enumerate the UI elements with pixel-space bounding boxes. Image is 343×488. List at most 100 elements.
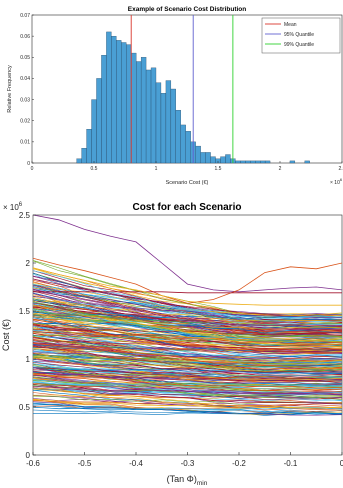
legend-label: Mean [284, 22, 297, 28]
histogram-bar [255, 160, 261, 164]
histogram-bar [304, 160, 310, 164]
scenario-line [33, 296, 342, 319]
histogram-x-tick-label: 2.5 [339, 166, 343, 172]
scenario-line [33, 270, 342, 323]
scenario-line [33, 337, 342, 351]
histogram-bar [140, 57, 147, 164]
scenario-line [33, 403, 342, 415]
histogram-bar [136, 61, 142, 164]
legend-label: 99% Quantile [284, 42, 314, 48]
histogram-y-tick-label: 0.01 [20, 140, 30, 146]
histogram-y-tick-label: 0.04 [20, 76, 30, 82]
histogram-bar [205, 152, 211, 164]
scenario-line [33, 323, 342, 344]
scenario-line [33, 386, 342, 405]
histogram-bar [260, 160, 266, 164]
scenario-line [33, 352, 342, 365]
scenario-line [33, 317, 342, 358]
scenario-line [33, 346, 342, 373]
scenario-line [33, 357, 342, 363]
scenario-line [33, 330, 342, 361]
histogram-bar [200, 152, 206, 164]
histogram-x-tick-label: 1 [155, 166, 158, 172]
histogram-x-ticks: 0 0.5 1 1.5 2 2.5 [31, 161, 343, 172]
scenario-line-highlight [33, 257, 342, 304]
line-x-tick-label: -0.2 [232, 459, 246, 468]
xlabel-subscript: min [197, 480, 208, 487]
histogram-bar [150, 67, 157, 164]
histogram-y-tick-label: 0.07 [20, 13, 30, 19]
scenario-line [33, 302, 342, 327]
scenario-line [33, 395, 342, 405]
scenario-line [33, 304, 342, 340]
histogram-bar [165, 80, 172, 164]
histogram-bar [121, 42, 127, 164]
histogram-legend: Mean 95% Quantile 99% Quantile [261, 17, 341, 54]
histogram-y-tick-label: 0.03 [20, 97, 30, 103]
histogram-bar [235, 160, 241, 164]
scenario-line-highlight [33, 215, 342, 293]
histogram-bar [210, 156, 216, 164]
scenario-line [33, 310, 342, 326]
scenario-line [33, 399, 342, 415]
line-x-ticks: -0.6 -0.5 -0.4 -0.3 -0.2 -0.1 0 [26, 452, 343, 468]
scenario-line [33, 314, 342, 338]
histogram-bar [101, 55, 107, 164]
histogram-y-tick-label: 0.06 [20, 34, 30, 40]
scenario-line [33, 325, 342, 364]
scenario-line [33, 412, 342, 415]
line-x-tick-label: -0.3 [181, 459, 195, 468]
scenario-line [33, 280, 342, 333]
line-y-tick-label: 2 [26, 259, 31, 268]
scenario-line [33, 331, 342, 347]
histogram-bar [96, 78, 102, 164]
histogram-bar [175, 109, 181, 164]
line-x-tick-label: -0.1 [284, 459, 298, 468]
scenario-line [33, 384, 342, 400]
histogram-title: Example of Scenario Cost Distribution [128, 6, 246, 13]
histogram-bars [76, 31, 310, 164]
scenario-line [33, 355, 342, 367]
histogram-bar [289, 160, 296, 164]
scenario-line [33, 387, 342, 409]
scenario-line [33, 382, 342, 390]
scenario-line [33, 367, 342, 395]
histogram-bar [264, 160, 271, 164]
scenario-line [33, 373, 342, 381]
scenario-line [33, 328, 342, 335]
scenario-line [33, 284, 342, 322]
scenario-line [33, 297, 342, 322]
histogram-bar [86, 129, 92, 164]
scenario-line [33, 355, 342, 369]
scenario-line [33, 322, 342, 329]
histogram-y-tick-label: 0.02 [20, 119, 30, 125]
scenario-line [33, 335, 342, 343]
histogram-bar [250, 160, 256, 164]
histogram-bar [81, 148, 87, 164]
scenario-line [33, 301, 342, 338]
line-y-tick-label: 1 [26, 355, 31, 364]
histogram-bar [180, 124, 186, 164]
histogram-bar [111, 35, 117, 164]
scenario-line-highlight [33, 267, 342, 306]
scenario-line [33, 372, 342, 386]
scenario-line [33, 284, 342, 319]
histogram-y-tick-label: 0 [27, 161, 30, 167]
histogram-bar [245, 160, 251, 164]
scenario-line [33, 407, 342, 410]
scenario-line [33, 367, 342, 373]
legend-label: 95% Quantile [284, 32, 314, 38]
scenario-line [33, 406, 342, 414]
line-chart-y-exponent: × 106 [3, 202, 23, 212]
histogram-x-tick-label: 1.5 [215, 166, 222, 172]
histogram-reference-lines [130, 15, 234, 163]
line-series-group [33, 215, 342, 416]
line-y-tick-label: 2.5 [19, 211, 31, 220]
histogram-bar [170, 88, 176, 164]
histogram-x-tick-label: 0 [31, 166, 34, 172]
scenario-line [33, 373, 342, 383]
histogram-bar [240, 160, 246, 164]
histogram-bar [225, 154, 231, 164]
histogram-y-ticks: 0 0.01 0.02 0.03 0.04 0.05 0.06 0.07 [20, 13, 34, 167]
scenario-line [33, 362, 342, 384]
